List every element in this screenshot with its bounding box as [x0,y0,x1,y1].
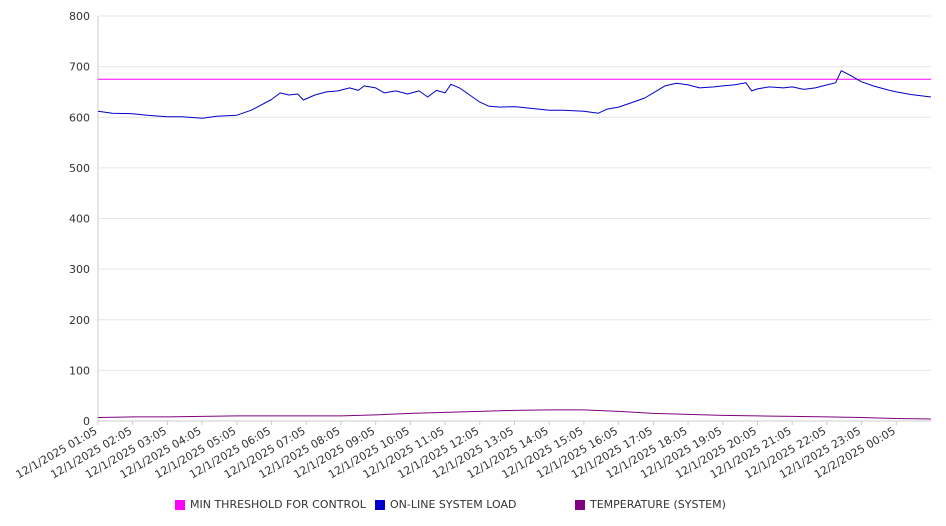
y-axis-tick-labels: 0 100 200 300 400 500 600 700 800 [69,10,90,428]
y-tick-label: 600 [69,111,90,124]
legend-swatch-load [375,499,385,510]
y-tick-label: 800 [69,10,90,23]
axes [97,16,931,425]
y-tick-label: 300 [69,263,90,276]
legend-label-threshold: MIN THRESHOLD FOR CONTROL [190,498,366,511]
gridlines [98,15,931,371]
series-line-load [97,70,932,119]
legend-label-temperature: TEMPERATURE (SYSTEM) [590,498,726,511]
legend: MIN THRESHOLD FOR CONTROL ON-LINE SYSTEM… [0,498,946,514]
legend-swatch-temperature [575,499,585,510]
legend-item-threshold[interactable]: MIN THRESHOLD FOR CONTROL [175,498,366,511]
y-tick-label: 100 [69,364,90,377]
series-line-temperature [97,409,932,420]
legend-swatch-threshold [175,499,185,510]
y-tick-label: 200 [69,314,90,327]
y-tick-label: 0 [83,415,90,428]
y-tick-label: 500 [69,162,90,175]
plot-area [97,70,932,420]
legend-item-load[interactable]: ON-LINE SYSTEM LOAD [375,498,516,511]
y-tick-label: 400 [69,213,90,226]
y-tick-label: 700 [69,61,90,74]
legend-item-temperature[interactable]: TEMPERATURE (SYSTEM) [575,498,726,511]
legend-label-load: ON-LINE SYSTEM LOAD [390,498,517,511]
